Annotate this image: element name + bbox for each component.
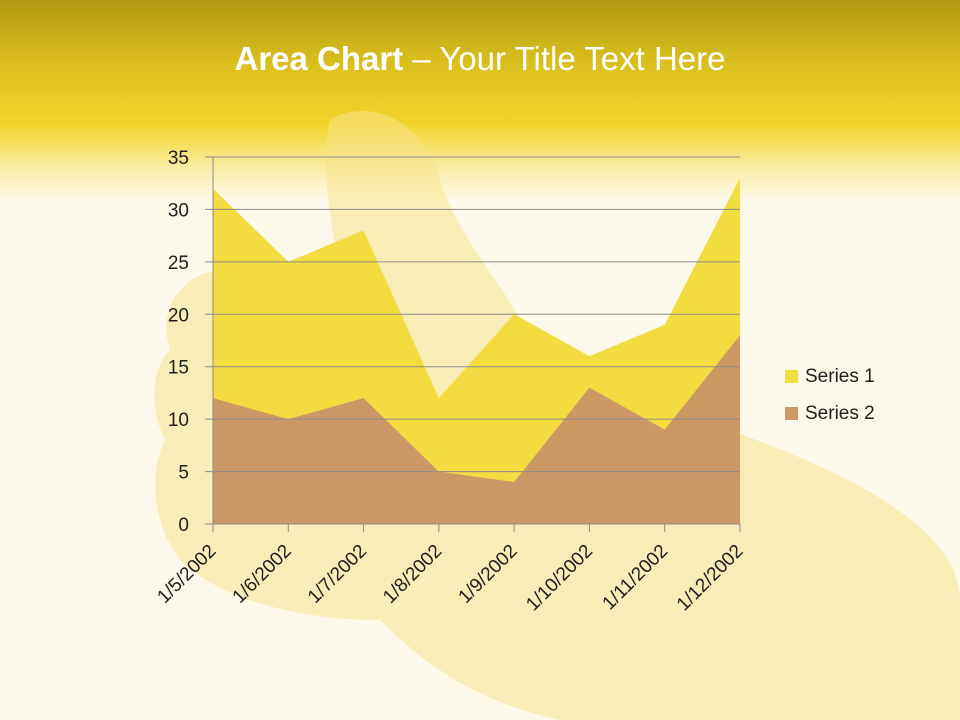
area-series-2 <box>213 335 740 524</box>
y-tick-label-35: 35 <box>168 148 189 169</box>
legend-item-series-1: Series 1 <box>785 358 875 395</box>
chart-legend: Series 1 Series 2 <box>785 358 875 432</box>
x-tick-label-1: 1/5/2002 <box>153 541 220 608</box>
legend-swatch-series-1 <box>785 370 798 383</box>
legend-swatch-series-2 <box>785 407 798 420</box>
x-tick-label-6: 1/10/2002 <box>522 541 597 616</box>
y-tick-label-0: 0 <box>178 515 189 536</box>
header-band <box>0 0 960 200</box>
legend-label-series-1: Series 1 <box>805 365 875 387</box>
legend-label-series-2: Series 2 <box>805 402 875 424</box>
y-tick-label-20: 20 <box>168 305 189 326</box>
y-tick-label-25: 25 <box>168 253 189 274</box>
x-tick-label-8: 1/12/2002 <box>673 541 748 616</box>
slide-title-rest: – Your Title Text Here <box>403 40 726 77</box>
x-tick-label-4: 1/8/2002 <box>379 541 446 608</box>
y-tick-label-10: 10 <box>168 410 189 431</box>
legend-item-series-2: Series 2 <box>785 395 875 432</box>
slide-title-bold: Area Chart <box>234 40 404 77</box>
slide-title: Area Chart – Your Title Text Here <box>0 40 960 78</box>
x-tick-label-5: 1/9/2002 <box>455 541 522 608</box>
x-tick-label-2: 1/6/2002 <box>229 541 296 608</box>
x-tick-label-3: 1/7/2002 <box>304 541 371 608</box>
x-tick-label-7: 1/11/2002 <box>599 541 673 615</box>
y-tick-label-30: 30 <box>168 200 189 221</box>
y-tick-label-5: 5 <box>178 463 189 484</box>
y-tick-label-15: 15 <box>168 358 189 379</box>
